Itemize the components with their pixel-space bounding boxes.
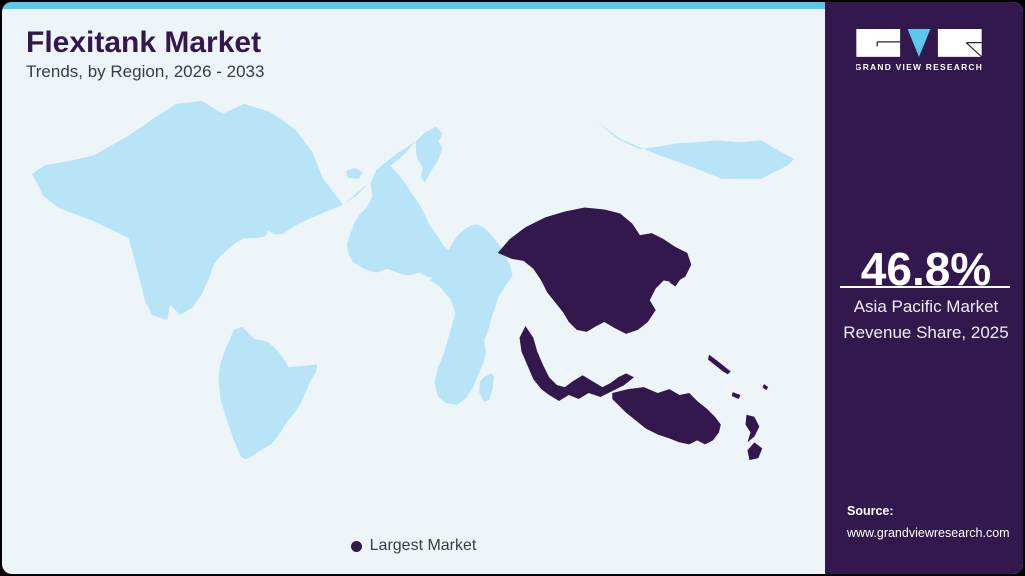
svg-text:GRAND VIEW RESEARCH: GRAND VIEW RESEARCH <box>856 62 982 72</box>
